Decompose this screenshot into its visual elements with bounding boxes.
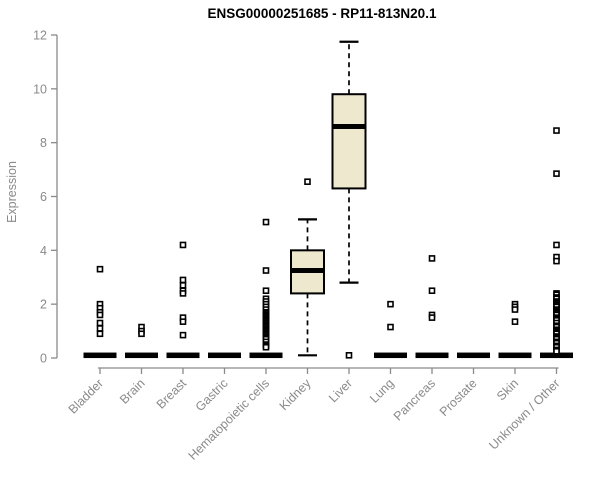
box-group [331, 40, 367, 359]
box-group [415, 255, 449, 359]
x-category-label: Pancreas [391, 376, 438, 423]
box-group [498, 300, 532, 359]
box-group [125, 323, 158, 359]
collapsed-box [540, 352, 573, 359]
y-tick-label: 8 [40, 136, 47, 150]
outlier-point [262, 287, 270, 295]
box-group [83, 265, 117, 359]
x-category-label: Brain [117, 376, 148, 407]
box-group [374, 300, 407, 359]
outlier-point [387, 323, 394, 331]
box-group [540, 127, 573, 359]
chart-title: ENSG00000251685 - RP11-813N20.1 [207, 6, 437, 21]
outlier-point [345, 352, 353, 359]
x-category-label: Liver [326, 376, 355, 405]
outlier-point [262, 343, 270, 351]
outlier-point [179, 331, 187, 339]
box-group [457, 352, 490, 359]
box-group [208, 352, 241, 359]
y-tick-label: 2 [40, 298, 47, 312]
outlier-point [511, 306, 519, 313]
x-category-label: Lung [367, 376, 397, 406]
outlier-point [428, 287, 436, 295]
outlier-point [428, 314, 436, 321]
x-category-label: Breast [154, 376, 190, 412]
outlier-point [387, 300, 394, 308]
outlier-point [511, 318, 519, 325]
collapsed-box [83, 352, 117, 359]
outlier-point [553, 170, 560, 177]
outlier-point [304, 178, 311, 185]
outlier-point [262, 267, 270, 274]
outlier-point [96, 319, 104, 327]
outlier-point [262, 218, 270, 226]
outlier-point [428, 255, 436, 262]
collapsed-box [166, 352, 200, 359]
collapsed-box [249, 352, 283, 359]
x-category-label: Hematopoietic cells [186, 376, 273, 463]
outlier-point [179, 276, 187, 284]
collapsed-box [125, 352, 158, 359]
collapsed-box [208, 352, 241, 359]
y-tick-label: 6 [40, 190, 47, 204]
collapsed-box [415, 352, 449, 359]
outlier-point [179, 241, 187, 249]
x-category-label: Skin [494, 376, 521, 403]
outlier-point [179, 290, 187, 297]
collapsed-box [374, 352, 407, 359]
x-category-label: Unknown / Other [486, 376, 562, 452]
outlier-point [138, 330, 145, 338]
box-group [290, 178, 325, 357]
outlier-point [179, 318, 187, 325]
iqr-box [331, 93, 367, 190]
y-tick-label: 10 [33, 82, 47, 96]
y-tick-label: 0 [40, 352, 47, 366]
outlier-point [96, 330, 104, 338]
outlier-point [96, 325, 104, 332]
x-category-label: Prostate [437, 376, 480, 419]
x-category-label: Bladder [66, 376, 106, 416]
outlier-point [553, 127, 560, 134]
outlier-point [553, 347, 560, 355]
outlier-point [553, 257, 560, 265]
outlier-point [96, 265, 104, 273]
box-group [249, 218, 283, 359]
outlier-point [179, 282, 187, 289]
collapsed-box [498, 352, 532, 359]
x-category-label: Kidney [277, 376, 314, 413]
y-tick-label: 4 [40, 244, 47, 258]
collapsed-box [457, 352, 490, 359]
outlier-point [96, 311, 104, 319]
y-tick-label: 12 [33, 29, 47, 43]
box-group [166, 241, 200, 359]
x-category-label: Gastric [193, 376, 231, 414]
outlier-point [553, 241, 560, 249]
